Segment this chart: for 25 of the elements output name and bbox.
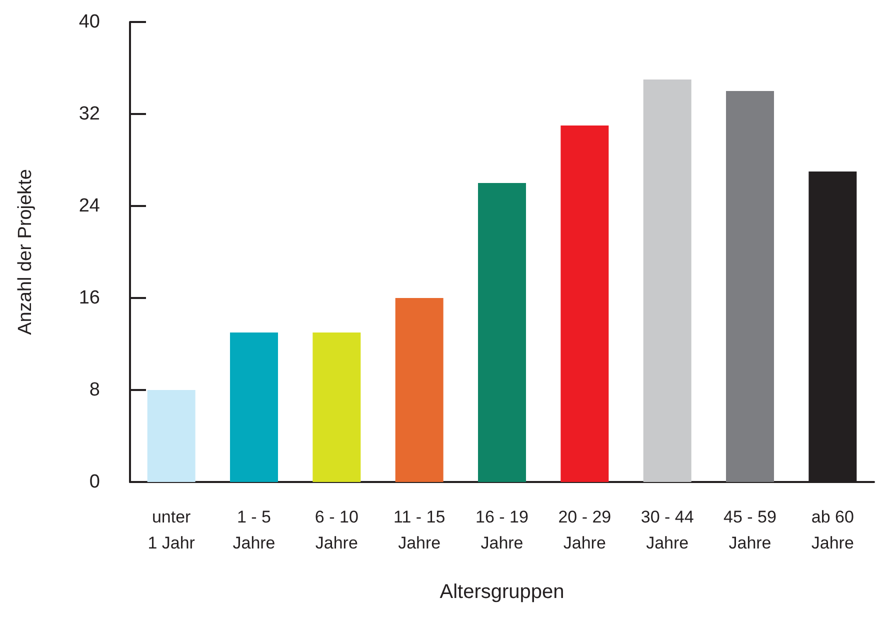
x-tick-label: 1 - 5 Jahre — [232, 508, 276, 552]
bar — [478, 183, 526, 482]
x-tick-label: 45 - 59 Jahre — [724, 508, 776, 552]
x-tick-label: 30 - 44 Jahre — [640, 508, 694, 552]
bar — [643, 80, 692, 482]
bar — [395, 298, 444, 482]
bar — [147, 390, 196, 482]
x-tick-label: 16 - 19 Jahre — [476, 508, 528, 552]
x-tick-label: unter 1 Jahr — [148, 508, 196, 552]
y-tick-label: 0 — [89, 472, 100, 492]
x-tick-label: ab 60 Jahre — [811, 508, 854, 552]
y-tick-label: 16 — [78, 288, 100, 308]
y-axis-title: Anzahl der Projekte — [15, 169, 36, 335]
x-axis-title: Altersgruppen — [440, 581, 564, 603]
y-tick-label: 40 — [78, 12, 100, 32]
x-tick-label: 6 - 10 Jahre — [314, 508, 358, 552]
x-tick-label: 20 - 29 Jahre — [558, 508, 612, 552]
bar — [230, 332, 278, 482]
y-tick-label: 24 — [78, 196, 100, 216]
y-tick-label: 32 — [78, 104, 100, 124]
bar — [312, 332, 361, 482]
bar — [560, 126, 609, 482]
x-tick-label: 11 - 15 Jahre — [393, 508, 446, 552]
y-tick-label: 8 — [89, 380, 100, 400]
bar — [726, 91, 774, 482]
